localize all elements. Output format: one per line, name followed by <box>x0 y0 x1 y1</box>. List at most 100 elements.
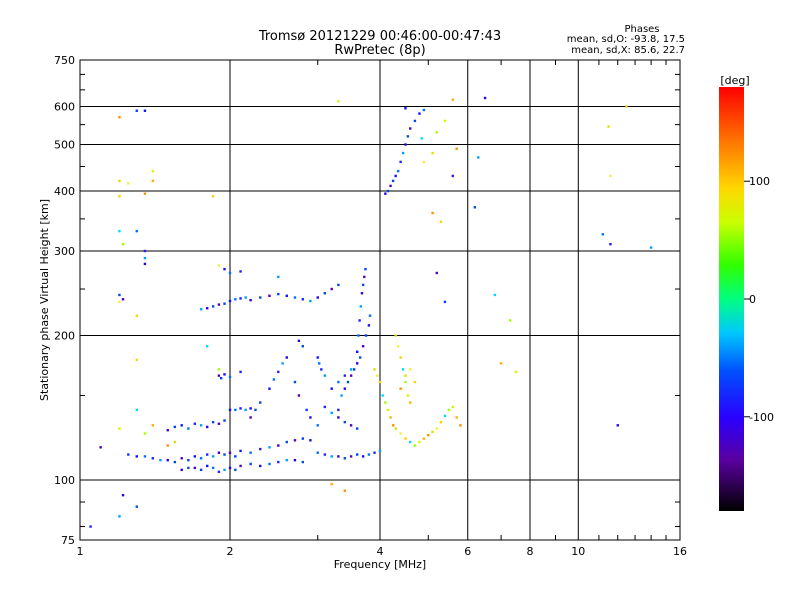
data-point <box>364 267 367 271</box>
data-point <box>285 440 288 444</box>
data-point <box>151 457 155 460</box>
data-point <box>396 345 400 348</box>
data-point <box>361 345 365 348</box>
data-point <box>135 109 138 112</box>
data-point <box>337 100 340 103</box>
data-point <box>217 303 221 306</box>
data-point <box>199 307 203 311</box>
data-point <box>435 271 438 275</box>
data-point <box>305 408 308 412</box>
data-point <box>399 160 402 164</box>
data-point <box>187 427 190 430</box>
data-point <box>352 368 356 371</box>
grid-lines <box>80 60 680 540</box>
data-point <box>409 401 412 404</box>
data-point <box>219 376 223 380</box>
plot-frame <box>79 59 681 541</box>
data-point <box>473 206 477 209</box>
data-point <box>451 98 455 101</box>
data-point <box>135 358 138 362</box>
data-point <box>616 424 619 427</box>
data-point <box>451 405 455 409</box>
data-point <box>427 433 430 437</box>
data-point <box>166 458 169 462</box>
data-point <box>401 368 405 371</box>
data-point <box>389 416 392 419</box>
data-point <box>381 394 384 397</box>
data-point <box>193 455 197 458</box>
data-point <box>173 425 177 429</box>
data-point <box>234 408 237 412</box>
data-point <box>373 368 376 371</box>
y-tick-label: 200 <box>54 330 75 343</box>
data-point <box>394 334 397 337</box>
data-point <box>391 179 395 183</box>
stats-heading: Phases <box>624 24 659 35</box>
data-point <box>127 453 130 456</box>
data-point <box>99 446 102 449</box>
data-point <box>268 387 271 390</box>
data-point <box>180 457 183 460</box>
data-point <box>358 319 361 322</box>
data-point <box>211 305 215 308</box>
y-tick-label: 600 <box>54 101 75 114</box>
data-point <box>143 192 147 195</box>
data-point <box>143 256 147 260</box>
data-point <box>239 407 242 410</box>
data-point <box>173 440 177 444</box>
data-point <box>301 460 305 464</box>
data-point <box>443 300 447 304</box>
data-point <box>337 380 340 384</box>
x-axis-ticks: 1 2 4 6 8 10 16 <box>77 60 687 558</box>
data-point <box>355 453 359 456</box>
plot-area <box>79 59 681 541</box>
data-point <box>249 462 252 466</box>
data-point <box>217 368 221 371</box>
data-point <box>173 460 177 464</box>
data-points <box>89 96 653 528</box>
data-point <box>301 345 305 348</box>
data-point <box>135 505 138 508</box>
data-point <box>143 455 147 458</box>
data-point <box>443 414 447 418</box>
data-point <box>330 411 333 415</box>
data-point <box>217 422 221 425</box>
x-tick-label: 10 <box>571 545 585 558</box>
data-point <box>249 407 252 410</box>
data-point <box>234 455 237 458</box>
data-point <box>357 334 360 337</box>
data-point <box>239 370 242 374</box>
data-point <box>404 374 407 377</box>
data-point <box>435 131 438 134</box>
y-tick-label: 400 <box>54 185 75 198</box>
data-point <box>368 314 372 317</box>
data-point <box>309 439 312 442</box>
data-point <box>363 275 366 279</box>
data-point <box>337 455 340 458</box>
data-point <box>249 451 252 454</box>
stats-line-o: mean, sd,O: -93.8, 17.5 <box>567 34 685 45</box>
data-point <box>293 439 297 442</box>
data-point <box>205 307 209 310</box>
data-point <box>361 283 365 287</box>
data-point <box>337 283 340 287</box>
data-point <box>609 174 612 178</box>
data-point <box>431 211 434 215</box>
data-point <box>143 262 147 266</box>
data-point <box>180 424 183 427</box>
data-point <box>244 408 247 412</box>
data-point <box>399 432 402 435</box>
data-point <box>118 300 121 304</box>
data-point <box>422 108 426 112</box>
data-point <box>199 468 203 472</box>
data-point <box>343 489 347 492</box>
data-point <box>297 339 301 343</box>
data-point <box>343 420 347 424</box>
x-tick-label: 2 <box>227 545 234 558</box>
data-point <box>121 298 125 301</box>
data-point <box>601 233 605 236</box>
data-point <box>330 483 333 486</box>
data-point <box>409 127 412 130</box>
data-point <box>361 455 365 458</box>
data-point <box>234 298 237 301</box>
